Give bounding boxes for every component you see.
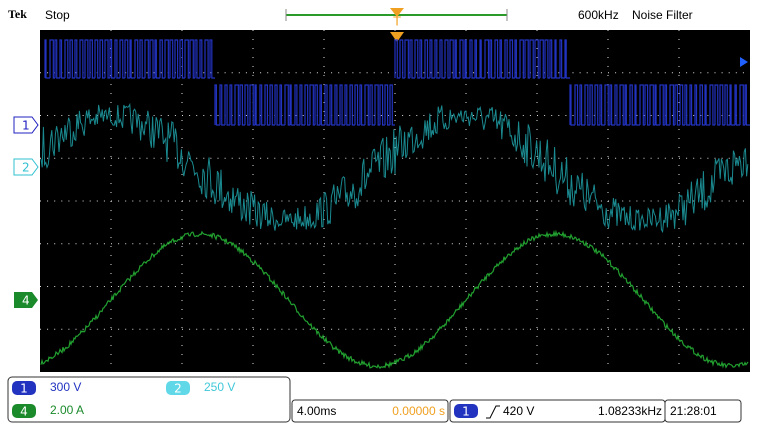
trigger-level-marker [740, 57, 748, 67]
channel-4-scale: 2.00 A [50, 403, 84, 417]
clock-box [664, 399, 742, 423]
trigger-time-marker [390, 32, 404, 42]
trigger-frequency: 1.08233kHz [598, 404, 662, 418]
channel-2-badge [166, 381, 190, 395]
channel-1-marker [13, 116, 39, 134]
timebase-position: 0.00000 s [392, 404, 445, 418]
trigger-position-t: T [392, 15, 401, 29]
channel-2-badge-label: 2 [174, 382, 182, 396]
waveforms [40, 39, 750, 370]
filter-label: Noise Filter [632, 8, 693, 22]
timebase-box [291, 399, 449, 423]
channel-4-badge-label: 4 [20, 405, 28, 419]
trigger-source-badge [454, 404, 478, 418]
channel-1-marker-label: 1 [22, 119, 30, 133]
run-status: Stop [45, 8, 70, 22]
channel-1-badge-label: 1 [20, 382, 28, 396]
channel-2-trace [40, 102, 749, 234]
trigger-slope-icon [486, 405, 500, 419]
timebase-scale: 4.00ms [297, 404, 336, 418]
channel-1-badge [12, 381, 36, 395]
trigger-position-marker [390, 8, 404, 17]
channel-2-marker [13, 158, 39, 176]
channel-1-scale: 300 V [50, 380, 81, 394]
channel-4-marker [14, 292, 38, 308]
channel-4-badge [12, 404, 36, 418]
trigger-source-label: 1 [462, 405, 470, 419]
channel-readout-box [7, 376, 291, 423]
clock: 21:28:01 [670, 404, 717, 418]
bandwidth: 600kHz [578, 8, 619, 22]
channel-1-trace [44, 39, 750, 126]
channel-4-trace [40, 229, 749, 370]
trigger-level: 420 V [503, 404, 534, 418]
channel-4-marker-label: 4 [22, 294, 30, 308]
brand: Tek [8, 7, 27, 21]
channel-2-scale: 250 V [204, 380, 235, 394]
channel-2-marker-label: 2 [22, 161, 30, 175]
